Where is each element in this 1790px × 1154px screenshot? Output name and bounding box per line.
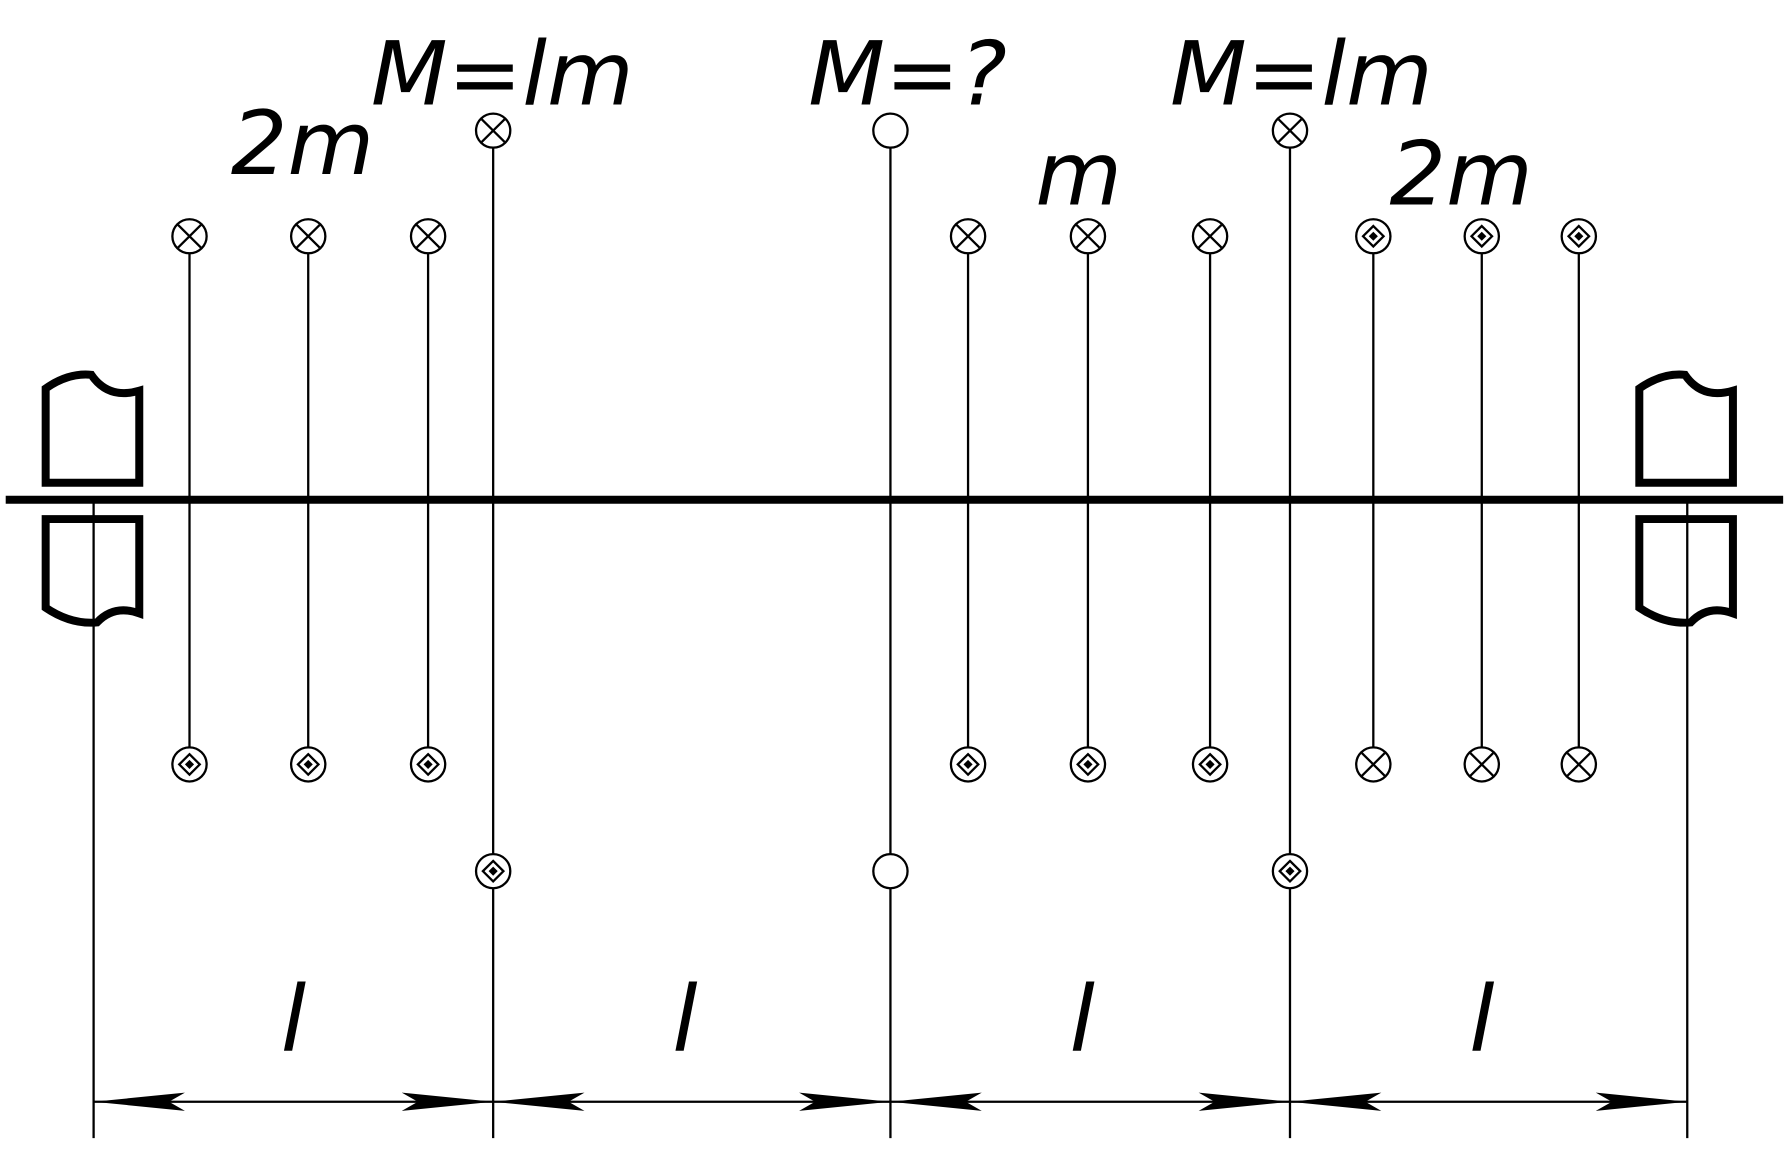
symbol-diamond-inner — [488, 866, 498, 876]
symbol-diamond — [296, 752, 321, 777]
moment-label: M=lm — [371, 23, 634, 126]
symbol-diamond — [1566, 224, 1591, 249]
symbol-cross — [480, 118, 506, 143]
symbol-cross — [1361, 752, 1386, 777]
symbol-cross — [296, 224, 321, 249]
symbol-diamond — [481, 859, 506, 884]
mass-label: 2m — [1390, 123, 1533, 226]
symbol-diamond — [1198, 752, 1222, 777]
symbol-circle — [872, 112, 909, 149]
right-bearing — [1635, 370, 1737, 627]
symbol-cross — [955, 224, 981, 249]
symbol-cross — [1197, 224, 1223, 249]
mass-symbol — [1463, 218, 1501, 255]
dimension-label: l — [281, 967, 306, 1073]
symbol-diamond-inner — [1477, 231, 1487, 241]
mass-symbol — [949, 218, 987, 255]
mass-symbol — [474, 853, 512, 890]
mass-symbol — [1271, 853, 1309, 890]
mass-symbol — [474, 112, 512, 149]
symbol-diamond — [1076, 752, 1100, 777]
mass-symbol — [409, 746, 447, 783]
symbol-diamond — [416, 752, 440, 777]
mass-symbol — [1463, 746, 1501, 783]
mass-symbol — [289, 218, 327, 255]
mass-symbol — [1355, 746, 1392, 783]
mass-label: m — [1035, 123, 1122, 226]
mass-symbol — [1271, 112, 1309, 149]
mass-symbol — [1560, 218, 1598, 255]
symbol-diamond-inner — [1083, 759, 1093, 769]
mass-symbol — [949, 746, 987, 783]
symbol-diamond — [177, 752, 202, 777]
symbol-circle — [872, 853, 909, 890]
mass-symbol — [289, 746, 327, 783]
symbol-diamond-inner — [1285, 866, 1295, 876]
symbol-cross — [1277, 118, 1303, 143]
symbol-diamond — [1278, 859, 1302, 884]
symbol-diamond — [1469, 224, 1494, 249]
mass-symbol — [1069, 218, 1107, 255]
mass-symbol — [171, 218, 208, 255]
mass-symbol — [171, 746, 208, 783]
mass-symbol — [1560, 746, 1598, 783]
symbol-diamond-inner — [303, 759, 313, 769]
mass-symbol — [1191, 746, 1229, 783]
dimension-label: l — [672, 967, 697, 1073]
symbol-diamond — [956, 752, 980, 777]
symbol-diamond-inner — [963, 759, 973, 769]
left-bearing — [41, 370, 144, 627]
mass-symbol — [409, 218, 447, 255]
symbol-diamond-inner — [1574, 231, 1584, 241]
symbol-cross — [1075, 224, 1101, 249]
mass-symbol — [872, 112, 909, 149]
mass-symbol — [1191, 218, 1229, 255]
mass-label: 2m — [231, 92, 374, 195]
symbol-diamond-inner — [423, 759, 433, 769]
mass-symbol — [1069, 746, 1107, 783]
moment-label: M=? — [808, 23, 1007, 126]
symbol-diamond-inner — [1205, 759, 1215, 769]
symbol-cross — [415, 224, 441, 249]
symbol-diamond — [1361, 224, 1386, 249]
symbol-diamond-inner — [184, 759, 195, 769]
dimension-label: l — [1469, 967, 1494, 1073]
symbol-cross — [177, 224, 202, 249]
symbol-cross — [1566, 752, 1592, 777]
dimension-label: l — [1070, 967, 1095, 1073]
moment-label: M=lm — [1170, 23, 1433, 126]
mass-symbol — [872, 853, 909, 890]
symbol-diamond-inner — [1368, 231, 1378, 241]
symbol-cross — [1469, 752, 1494, 777]
mass-symbol — [1355, 218, 1392, 255]
